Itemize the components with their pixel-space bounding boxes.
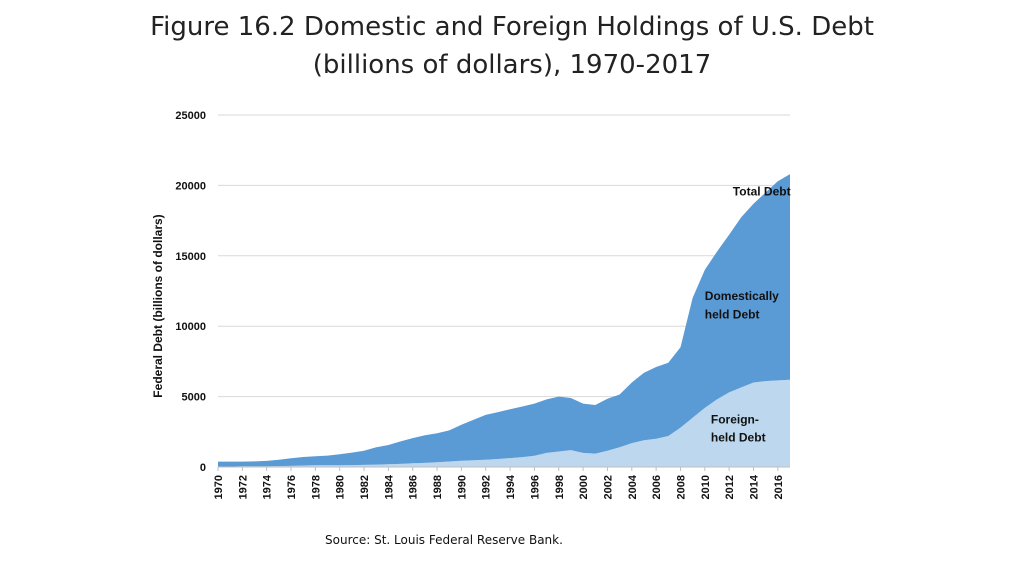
x-tick-label: 2004 <box>627 474 639 499</box>
series-annotation: held Debt <box>705 307 760 321</box>
x-tick-label: 2010 <box>700 475 712 499</box>
source-note: Source: St. Louis Federal Reserve Bank. <box>325 533 563 547</box>
x-tick-label: 1980 <box>335 475 347 499</box>
x-tick-label: 1972 <box>237 475 249 499</box>
chart-title-line1: Figure 16.2 Domestic and Foreign Holding… <box>150 12 874 42</box>
x-tick-label: 1994 <box>505 474 517 499</box>
x-tick-label: 2008 <box>675 475 687 499</box>
x-tick-label: 1996 <box>529 475 541 499</box>
y-tick-label: 15000 <box>175 251 206 263</box>
x-tick-label: 1974 <box>262 474 274 499</box>
x-tick-label: 1990 <box>456 475 468 499</box>
x-tick-label: 1992 <box>481 475 493 499</box>
series-annotation: Total Debt <box>733 184 791 198</box>
x-tick-label: 1978 <box>310 475 322 499</box>
x-tick-label: 2002 <box>602 475 614 499</box>
series-area-domestically-held-debt <box>218 174 790 467</box>
chart-title: Figure 16.2 Domestic and Foreign Holding… <box>0 8 1024 84</box>
x-tick-label: 1976 <box>286 475 298 499</box>
y-tick-label: 25000 <box>175 110 206 122</box>
y-axis-label: Federal Debt (billions of dollars) <box>151 214 165 397</box>
x-tick-label: 1998 <box>554 475 566 499</box>
x-tick-label: 1984 <box>383 474 395 499</box>
series-area-foreign-held-debt <box>218 379 790 467</box>
x-tick-label: 1970 <box>213 475 225 499</box>
x-tick-label: 2016 <box>773 475 785 499</box>
y-tick-label: 0 <box>200 462 206 474</box>
x-tick-label: 2014 <box>748 474 760 499</box>
series-annotation: held Debt <box>711 431 766 445</box>
x-tick-label: 2012 <box>724 475 736 499</box>
y-tick-label: 5000 <box>182 392 206 404</box>
series-annotation: Foreign- <box>711 412 759 426</box>
x-tick-label: 2000 <box>578 475 590 499</box>
chart-title-line2: (billions of dollars), 1970-2017 <box>312 50 712 80</box>
x-tick-label: 2006 <box>651 475 663 499</box>
y-tick-label: 20000 <box>175 180 206 192</box>
series-annotation: Domestically <box>705 289 779 303</box>
x-tick-label: 1982 <box>359 475 371 499</box>
x-tick-label: 1988 <box>432 475 444 499</box>
x-tick-label: 1986 <box>408 475 420 499</box>
y-tick-label: 10000 <box>175 321 206 333</box>
